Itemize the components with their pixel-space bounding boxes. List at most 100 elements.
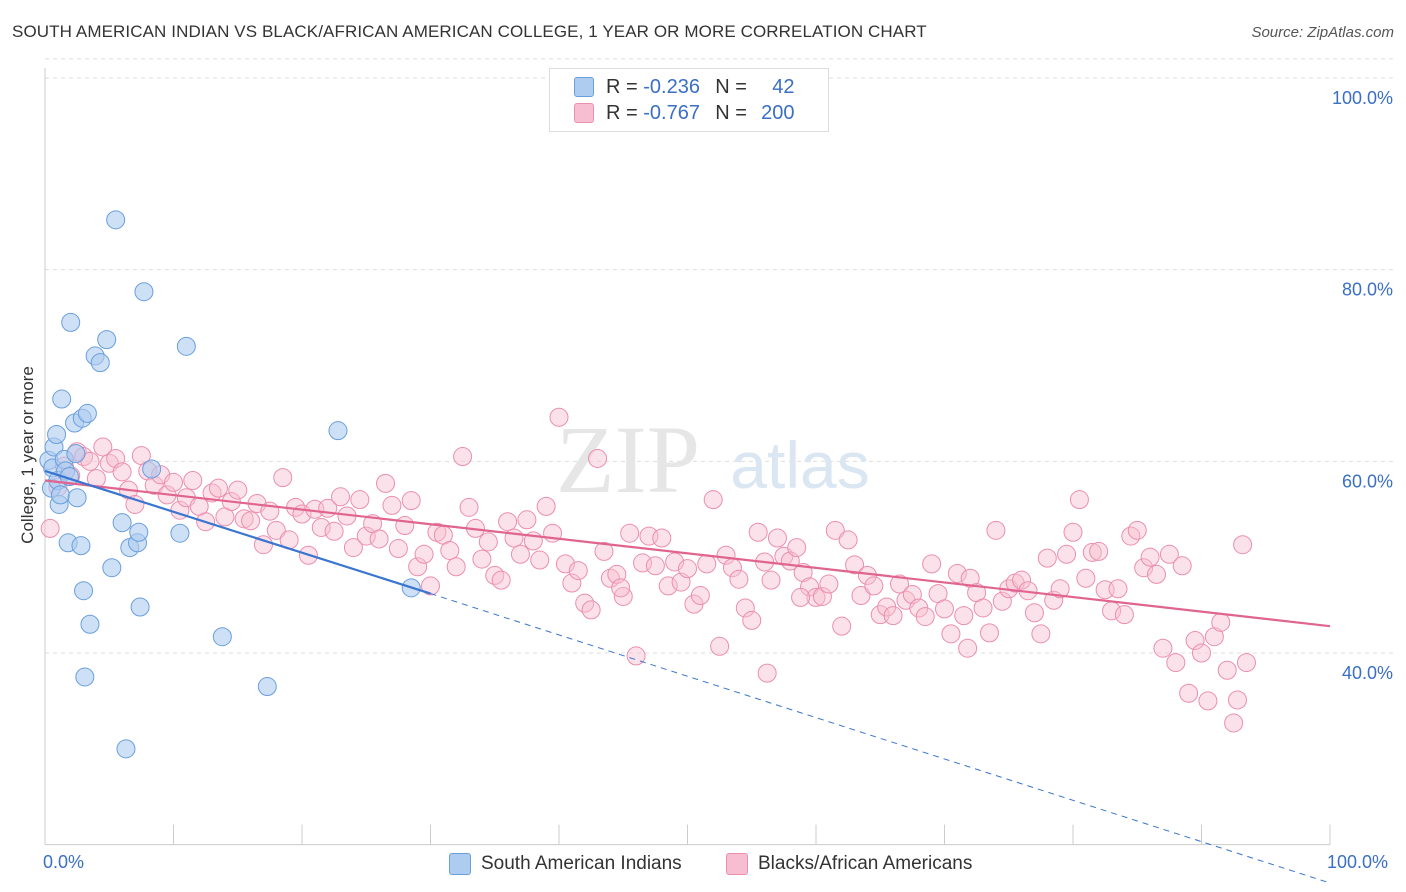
data-point-blacks [164,472,183,492]
data-point-south-american-indians [67,488,87,508]
data-point-blacks [1108,579,1128,599]
data-point-south-american-indians [112,513,132,533]
data-point-blacks [851,586,871,605]
trend-lines [44,469,1331,884]
bottom-legend-south-american-indians: South American Indians [449,851,682,877]
watermark-atlas: atlas [730,428,869,502]
data-point-blacks [356,526,376,546]
data-point-blacks [1089,541,1109,561]
data-point-south-american-indians [176,336,196,356]
data-point-blacks [1217,660,1237,680]
data-point-blacks [787,538,807,558]
grid-lines [45,58,1395,654]
data-point-blacks [992,591,1012,611]
data-point-blacks [568,561,588,581]
data-point-blacks [530,550,550,570]
data-point-blacks [620,523,640,543]
data-point-blacks [581,600,601,620]
data-point-blacks [941,624,961,644]
data-point-blacks [241,511,261,531]
data-point-blacks [947,563,967,583]
data-point-blacks [1192,643,1211,663]
series-blacks-points [40,407,1256,733]
data-point-blacks [922,554,942,574]
data-point-blacks [890,574,910,594]
data-point-blacks [1147,564,1167,584]
data-point-blacks [652,528,672,548]
bottom-legend-swatch-blue [449,853,471,875]
data-point-blacks [973,598,993,618]
legend-n-value: 42 [772,75,795,98]
data-point-blacks [735,598,755,618]
data-point-south-american-indians [61,312,81,332]
bottom-legend-swatch-pink [726,853,748,875]
data-point-blacks [626,646,646,666]
data-point-south-american-indians [50,485,70,505]
data-point-blacks [421,576,440,596]
data-point-blacks [1179,683,1199,703]
data-point-south-american-indians [74,581,94,601]
data-point-blacks [40,518,60,538]
data-point-blacks [838,530,858,550]
x-axis-min-label: 0.0% [43,852,85,872]
x-axis-max-label: 100.0% [1327,852,1389,872]
data-point-blacks [491,570,511,590]
data-point-blacks [1076,568,1096,588]
data-point-blacks [1198,691,1218,711]
data-point-blacks [1159,544,1179,564]
data-point-blacks [446,557,466,577]
data-point-blacks [729,569,749,589]
data-point-blacks [440,540,460,560]
trend-line-south-american-indians [44,469,431,595]
data-point-blacks [408,557,428,577]
data-point-blacks [1050,579,1070,599]
legend-swatch-pink [574,103,594,123]
data-point-blacks [472,549,492,569]
data-point-blacks [478,532,498,552]
data-point-blacks [382,495,402,515]
series-south-american-indians-points [39,210,421,759]
data-point-blacks [266,520,286,540]
data-point-blacks [1185,631,1205,651]
legend-r-label: R = [606,75,638,98]
data-point-south-american-indians [212,627,232,647]
data-point-blacks [369,529,389,549]
data-point-blacks [915,607,935,627]
data-point-blacks [757,663,777,683]
data-point-south-american-indians [129,522,149,542]
data-point-south-american-indians [106,210,126,230]
data-point-blacks [703,490,723,510]
data-point-blacks [208,478,228,498]
data-point-south-american-indians [102,558,122,578]
data-point-blacks [767,528,787,548]
data-point-blacks [883,606,903,626]
data-point-blacks [594,541,614,561]
data-point-blacks [742,610,762,630]
data-point-blacks [562,573,582,593]
data-point-blacks [453,447,473,467]
data-point-blacks [645,556,665,576]
data-point-south-american-indians [116,739,136,759]
legend-n-label: N = [715,75,747,98]
y-tick-label: 80.0% [1342,280,1393,300]
y-tick-labels: 40.0% 60.0% 80.0% 100.0% [1332,88,1393,683]
data-point-blacks [1082,542,1102,562]
data-point-blacks [1031,624,1051,644]
data-point-blacks [536,496,556,516]
source-label: Source: ZipAtlas.com [1251,24,1394,41]
data-point-blacks [324,521,344,541]
bottom-legend-label: Blacks/African Americans [758,853,973,874]
data-point-blacks [234,509,254,529]
correlation-legend: R = -0.236 N = 42 R = -0.767 N = 200 [549,68,829,132]
data-point-blacks [958,638,978,658]
data-point-blacks [388,539,408,559]
data-point-blacks [690,586,710,605]
data-point-blacks [1224,713,1244,733]
data-point-blacks [504,528,524,548]
data-point-blacks [331,487,351,507]
data-point-blacks [716,545,736,565]
data-point-blacks [1063,522,1083,542]
data-point-blacks [1127,520,1147,540]
data-point-south-american-indians [75,667,95,687]
data-point-blacks [678,559,697,579]
